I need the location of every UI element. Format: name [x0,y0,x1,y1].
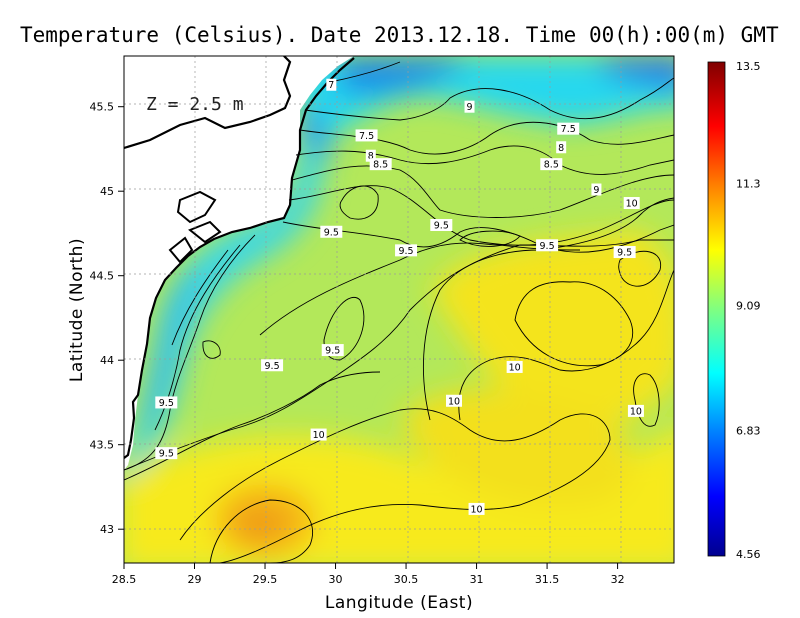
colorbar-tick-label: 11.3 [736,178,761,191]
contour-label-bg [540,158,563,171]
contour-label: 9.5 [617,248,632,259]
x-tick-label: 31 [470,573,484,586]
x-axis-ticks: 28.5 29 29.5 30 30.5 31 31.5 32 [112,563,625,586]
contour-label: 9 [466,102,472,113]
contour-label: 9.5 [324,227,339,238]
x-tick-label: 29 [188,573,202,586]
colorbar-tick-label: 9.09 [736,300,761,313]
contour-label: 8.5 [373,160,388,171]
contour-label: 9.5 [159,398,174,409]
contour-label-bg [326,78,337,91]
colorbar [707,61,726,557]
contour-label-bg [556,141,567,154]
contour-label-bg [320,225,343,238]
contour-label-bg [464,100,475,113]
contour-label-bg [355,129,378,142]
contour-label: 9.5 [540,241,555,252]
contour-label: 9.5 [434,221,449,232]
contour-label-bg [395,244,418,257]
contour-label-bg [536,239,559,252]
y-axis-ticks: 43 43.5 44 44.5 45 45.5 [90,101,124,536]
x-tick-label: 30 [329,573,343,586]
y-tick-label: 44 [100,354,114,367]
estuary-outline [124,56,292,150]
depth-annotation: Z = 2.5 m [146,94,244,115]
contour-label: 8 [368,151,374,162]
grid-lines [124,56,674,563]
contour-label: 9.5 [265,361,280,372]
colorbar-tick-label: 6.83 [736,425,761,438]
coastline [124,57,355,459]
y-tick-label: 43 [100,523,114,536]
colorbar-ticks: 13.5 11.3 9.09 6.83 4.56 [736,60,761,561]
contour-label-bg [613,246,636,259]
contour-label-bg [430,219,453,231]
contour-label: 9 [593,185,599,196]
contour-label: 9.5 [398,246,413,257]
colorbar-tick-label: 4.56 [736,548,761,561]
contour-label: 10 [630,406,642,417]
contour-label: 8.5 [544,160,559,171]
contour-label: 10 [626,199,638,210]
contour-label-bg [321,344,344,357]
contour-label-bg [261,359,284,372]
contour-label-bg [365,149,376,162]
contour-label: 10 [471,504,483,515]
contour-label: 7.5 [561,124,576,135]
contour-label-bg [627,404,644,417]
contour-label: 8 [558,143,564,154]
temperature-field [124,56,674,563]
y-axis-label: Latitude (North) [67,238,87,382]
contour-label-bg [557,122,580,135]
contour-label-bg [506,360,523,373]
contour-label-bg [155,396,178,409]
y-tick-label: 45.5 [90,101,115,114]
y-tick-label: 43.5 [90,439,115,452]
contour-label-bg [446,394,462,407]
contour-label-bg [155,447,178,460]
contour-label: 9.5 [325,346,340,357]
contour-label-bg [623,197,640,210]
chart-title: Temperature (Celsius). Date 2013.12.18. … [20,23,779,47]
x-axis-label: Langitude (East) [325,593,473,613]
contour-label: 7 [328,80,334,91]
y-tick-label: 44.5 [90,270,115,283]
x-tick-label: 28.5 [112,573,137,586]
contour-label-bg [310,428,327,441]
contour-label: 7.5 [359,131,374,142]
contour-label-bg [468,502,485,515]
x-tick-label: 29.5 [253,573,278,586]
contour-label: 10 [509,362,521,373]
plot-frame [123,55,675,564]
x-tick-label: 32 [611,573,625,586]
contour-label: 10 [448,396,460,407]
contour-label: 10 [313,430,325,441]
contour-label-bg [369,158,392,171]
colorbar-tick-label: 13.5 [736,60,761,73]
x-tick-label: 30.5 [394,573,419,586]
contour-label-bg [591,183,602,196]
contour-label: 9.5 [159,449,174,460]
y-tick-label: 45 [100,185,114,198]
lagoon-outline [168,190,222,264]
x-tick-label: 31.5 [535,573,560,586]
